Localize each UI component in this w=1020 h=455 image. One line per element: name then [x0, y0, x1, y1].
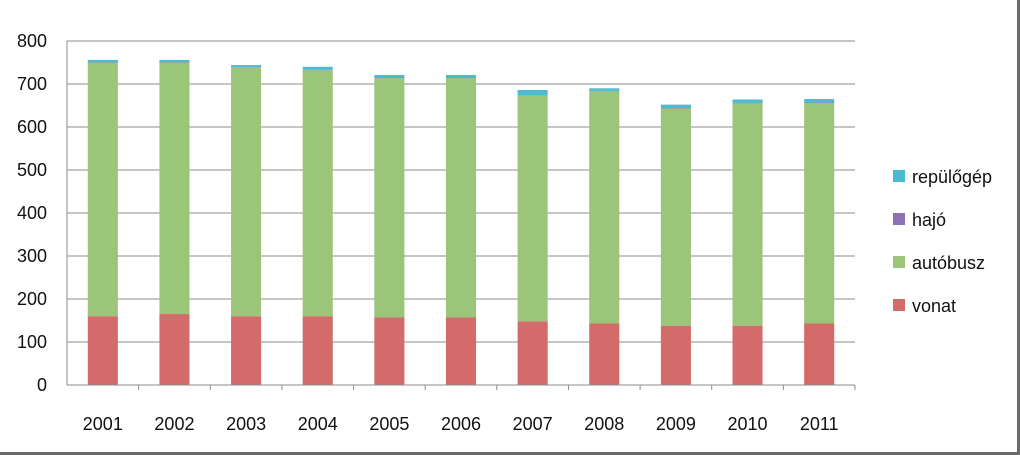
y-tick-label-200: 200 [17, 289, 47, 309]
legend-swatch-vonat [893, 299, 905, 311]
bar-autóbusz-2005 [374, 77, 405, 318]
legend-label-autóbusz: autóbusz [912, 253, 985, 273]
x-tick-label-2011: 2011 [800, 414, 839, 434]
y-tick-label-700: 700 [17, 74, 47, 94]
bar-autóbusz-2004 [302, 70, 333, 317]
bar-repülőgép-2001 [87, 59, 118, 63]
x-tick-label-2010: 2010 [728, 414, 768, 434]
legend-swatch-autóbusz [893, 256, 905, 268]
bar-vonat-2003 [231, 316, 262, 385]
bar-repülőgép-2006 [445, 74, 477, 78]
x-tick-labels: 2001 2002 2003 2004 2005 2006 2007 2008 2009 2010… [83, 414, 839, 434]
bar-repülőgép-2009 [660, 104, 691, 109]
y-tick-labels: 0 100 200 300 400 500 600 700 800 [17, 31, 47, 395]
bar-vonat-2005 [374, 317, 405, 385]
bar-vonat-2010 [732, 325, 763, 385]
bar-vonat-2004 [302, 316, 333, 385]
bar-autóbusz-2008 [589, 91, 620, 324]
bars [87, 59, 835, 385]
bar-repülőgép-2011 [804, 99, 835, 103]
bar-vonat-2009 [660, 325, 691, 385]
bar-autóbusz-2001 [87, 62, 118, 317]
x-tick-label-2003: 2003 [226, 414, 266, 434]
legend: repülőgép hajó autóbusz vonat [893, 167, 992, 316]
bar-repülőgép-2004 [302, 66, 333, 70]
bar-vonat-2002 [159, 314, 190, 385]
x-tick-label-2005: 2005 [369, 414, 409, 434]
bar-vonat-2007 [517, 321, 548, 385]
bar-vonat-2008 [589, 323, 620, 385]
legend-swatch-hajó [893, 213, 905, 225]
bar-autóbusz-2010 [732, 103, 763, 326]
x-tick-label-2006: 2006 [441, 414, 481, 434]
bar-autóbusz-2003 [231, 67, 262, 317]
bar-repülőgép-2005 [374, 74, 405, 78]
x-tick-label-2004: 2004 [298, 414, 338, 434]
bar-autóbusz-2011 [804, 102, 835, 324]
y-tick-label-0: 0 [37, 375, 47, 395]
legend-label-repülőgép: repülőgép [912, 167, 992, 187]
x-tick-label-2008: 2008 [584, 414, 624, 434]
bar-repülőgép-2002 [159, 59, 190, 63]
bar-vonat-2001 [87, 316, 118, 385]
y-tick-label-400: 400 [17, 203, 47, 223]
x-tick-label-2002: 2002 [154, 414, 194, 434]
y-tick-label-300: 300 [17, 246, 47, 266]
bar-autóbusz-2007 [517, 95, 548, 322]
legend-label-vonat: vonat [912, 296, 956, 316]
bar-repülőgép-2003 [231, 65, 262, 68]
bar-vonat-2011 [804, 323, 835, 385]
y-tick-label-100: 100 [17, 332, 47, 352]
bar-autóbusz-2002 [159, 62, 190, 315]
x-tick-label-2007: 2007 [513, 414, 553, 434]
bar-repülőgép-2008 [589, 88, 620, 91]
legend-swatch-repülőgép [893, 170, 905, 182]
bar-autóbusz-2009 [660, 108, 691, 326]
axes [66, 41, 856, 390]
bar-vonat-2006 [445, 317, 477, 385]
y-tick-label-500: 500 [17, 160, 47, 180]
bar-repülőgép-2007 [517, 90, 548, 96]
x-tick-label-2001: 2001 [83, 414, 123, 434]
bar-autóbusz-2006 [445, 77, 477, 318]
bar-repülőgép-2010 [732, 99, 763, 103]
y-tick-label-800: 800 [17, 31, 47, 51]
x-tick-label-2009: 2009 [656, 414, 696, 434]
y-tick-label-600: 600 [17, 117, 47, 137]
legend-label-hajó: hajó [912, 210, 946, 230]
